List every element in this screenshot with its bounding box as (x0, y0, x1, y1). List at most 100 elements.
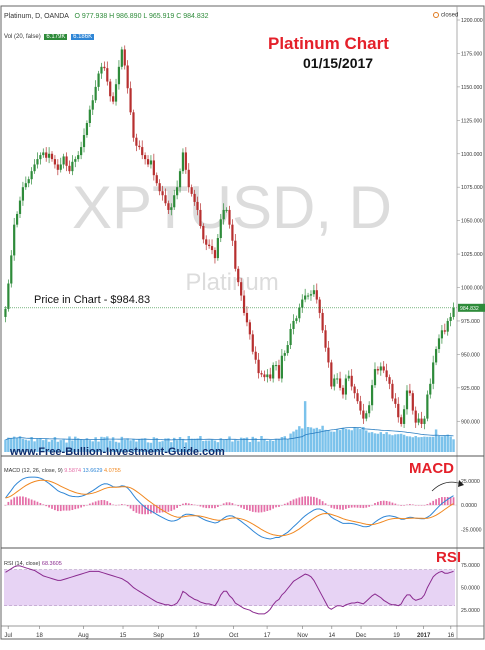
macd-histogram-bar (190, 503, 193, 506)
volume-bar (210, 439, 214, 452)
macd-histogram-bar (48, 505, 50, 508)
macd-histogram-bar (179, 505, 181, 507)
candle-body (402, 409, 406, 424)
macd-histogram-bar (196, 505, 199, 506)
candle-body (27, 179, 30, 184)
volume-bar (408, 436, 412, 452)
volume-bar (251, 436, 254, 452)
volume-bar (12, 436, 16, 452)
candle-body (193, 193, 196, 202)
volume-bar (420, 437, 423, 452)
volume-bar (405, 436, 409, 452)
volume-bar (370, 432, 374, 452)
volume-bar (47, 441, 51, 452)
macd-histogram-bar (379, 500, 382, 506)
price-tick-label: 950.000 (461, 352, 480, 358)
volume-bar (135, 441, 138, 452)
time-tick-label: 2017 (417, 633, 431, 639)
volume-bar (333, 431, 336, 452)
candle-body (94, 86, 97, 101)
macd-histogram-bar (251, 505, 254, 512)
macd-histogram-bar (129, 505, 132, 509)
volume-bar (423, 436, 426, 452)
volume-bar (315, 427, 319, 452)
candle-body (13, 224, 16, 256)
last-price-label: 984.832 (460, 306, 479, 312)
macd-histogram-bar (184, 502, 187, 506)
macd-histogram-bar (112, 504, 114, 506)
candle-body (144, 155, 147, 160)
ohlc-text: O 977.938 H 986.890 L 965.919 C 984.832 (74, 13, 209, 20)
macd-histogram-bar (260, 505, 263, 513)
macd-histogram-bar (51, 505, 53, 509)
macd-histogram-bar (356, 505, 359, 508)
volume-bar (24, 439, 28, 452)
macd-legend: MACD (12, 26, close, 9) 9.5874 13.6629 4… (4, 468, 121, 474)
candle-body (219, 219, 222, 239)
macd-histogram-bar (289, 500, 292, 506)
candle-body (272, 365, 275, 379)
macd-histogram-bar (237, 505, 240, 507)
macd-histogram-bar (374, 503, 376, 506)
candle-body (411, 393, 414, 411)
macd-histogram-bar (283, 503, 286, 506)
candle-body (138, 145, 141, 148)
volume-bar (68, 436, 71, 452)
candle-body (417, 418, 420, 423)
candle-body (315, 290, 318, 300)
macd-histogram-bar (211, 505, 213, 509)
candle-body (286, 345, 289, 354)
candle-body (77, 155, 80, 160)
macd-histogram-bar (315, 497, 318, 506)
time-tick-label: 18 (36, 633, 43, 639)
candle-body (237, 268, 240, 283)
candle-body (414, 410, 417, 423)
time-tick-label: Sep (153, 633, 164, 639)
macd-histogram-bar (22, 496, 24, 506)
candle-body (202, 225, 205, 240)
macd-histogram-bar (36, 501, 39, 506)
candle-body (50, 153, 54, 160)
macd-histogram-bar (414, 505, 417, 506)
macd-histogram-bar (266, 505, 269, 511)
macd-histogram-bar (150, 505, 152, 514)
volume-bar (327, 430, 330, 452)
candle-body (231, 224, 234, 241)
volume-bar (289, 433, 292, 452)
macd-histogram-bar (403, 505, 405, 506)
macd-histogram-bar (100, 500, 103, 506)
macd-value-2: 13.6629 (82, 468, 103, 474)
macd-histogram-bar (161, 505, 164, 513)
symbol-legend: Platinum, D, OANDA O 977.938 H 986.890 L… (4, 13, 209, 20)
volume-bar (62, 439, 65, 452)
macd-histogram-bar (42, 504, 45, 506)
volume-bar (132, 438, 135, 452)
volume-bar (257, 441, 260, 452)
volume-bar (76, 438, 80, 452)
candle-body (15, 213, 19, 225)
volume-value-2: 6.186K (71, 34, 95, 40)
candle-body (292, 320, 295, 329)
candle-body (440, 330, 444, 339)
volume-bar (429, 436, 432, 452)
candle-body (88, 109, 91, 124)
macd-histogram-bar (187, 503, 190, 506)
volume-bar (190, 438, 193, 452)
macd-histogram-bar (222, 503, 225, 506)
time-tick-label: 19 (193, 633, 200, 639)
macd-histogram-bar (248, 505, 251, 511)
volume-bar (219, 438, 222, 452)
macd-arrow-head (458, 480, 464, 487)
candle-body (4, 308, 7, 317)
volume-bar (269, 440, 272, 452)
candle-body (388, 377, 391, 384)
candle-body (394, 398, 397, 404)
time-tick-label: Dec (356, 633, 367, 639)
macd-histogram-bar (304, 496, 307, 506)
volume-bar (39, 438, 42, 452)
macd-histogram-bar (97, 500, 100, 506)
macd-histogram-bar (452, 497, 455, 506)
candle-body (178, 171, 182, 188)
time-tick-label: 16 (447, 633, 454, 639)
volume-bar (114, 441, 118, 452)
